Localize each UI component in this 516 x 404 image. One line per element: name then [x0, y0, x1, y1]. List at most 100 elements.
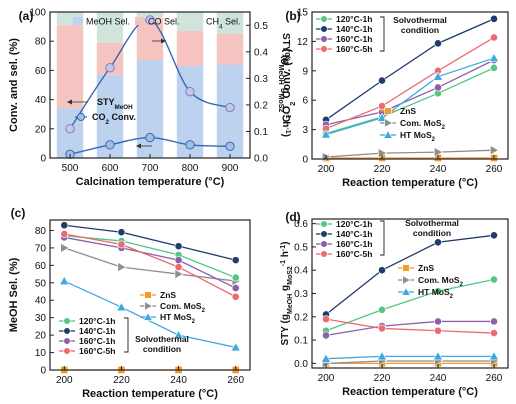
- series-line: [325, 355, 494, 360]
- x-tick-label: 900: [222, 163, 239, 174]
- y-tick-label: 0.5: [294, 242, 308, 253]
- legend-label: 140°C-1h: [336, 24, 372, 34]
- series-line: [325, 36, 495, 130]
- data-point: [322, 315, 330, 324]
- bar-co-sel: [176, 30, 204, 67]
- y-tick-label: 9: [302, 66, 308, 77]
- series-line: [64, 224, 236, 261]
- legend-marker: [320, 25, 328, 33]
- legend-label: 120°C-1h: [336, 219, 372, 229]
- plot-frame: [49, 219, 251, 371]
- data-point: [488, 52, 500, 62]
- legend-label: 140°C-1h: [336, 229, 372, 239]
- data-point: [174, 263, 183, 271]
- series-line: [325, 18, 495, 121]
- series-line: [64, 236, 236, 289]
- y-tick-label: 40: [35, 95, 47, 106]
- data-point: [60, 221, 69, 230]
- x-tick-label: 800: [182, 163, 199, 174]
- data-point: [490, 329, 498, 337]
- legend-label: 120°C-1h: [336, 14, 372, 24]
- data-point: [434, 83, 442, 92]
- data-point: [490, 231, 498, 240]
- y-tick-label: 0: [40, 366, 46, 377]
- legend-label: 160°C-5h: [336, 249, 372, 259]
- legend-label: HT MoS2: [160, 312, 196, 325]
- legend-note: Solvothermal: [405, 218, 459, 228]
- legend-marker: [384, 118, 393, 128]
- legend-label: 160°C-1h: [336, 239, 372, 249]
- series-line: [325, 234, 495, 315]
- legend-label: Com. MoS2: [160, 301, 206, 314]
- data-point: [174, 268, 184, 280]
- legend-label: ZnS: [400, 106, 416, 116]
- x-tick-label: 600: [102, 163, 119, 174]
- data-point: [490, 317, 498, 326]
- x-tick-label: 220: [113, 375, 130, 386]
- legend-label: 160°C-1h: [79, 336, 115, 346]
- x-axis-title: Calcination temperature (°C): [76, 176, 225, 188]
- legend-label: 160°C-1h: [336, 34, 372, 44]
- y-tick-label: 30: [35, 313, 47, 324]
- legend-bracket: [124, 317, 129, 353]
- y-tick-label: 0: [302, 155, 308, 166]
- data-point: [434, 317, 442, 326]
- y-tick-label: 0: [40, 154, 46, 165]
- data-point: [231, 273, 240, 282]
- sty-point: [185, 86, 195, 97]
- y-tick-label: 10: [35, 348, 47, 359]
- y-axis-title: CO2 Conv. (%): [281, 48, 297, 122]
- legend-marker: [320, 15, 328, 23]
- panel-d: 0.0 0.1 0.2 0.3 0.4 0.5 0.6 200 220 240 260 Reactio…: [280, 210, 509, 398]
- y-tick-label: 3: [302, 125, 308, 136]
- legend-marker: [320, 35, 328, 43]
- legend-marker: [63, 337, 71, 345]
- legend-marker: [384, 107, 392, 115]
- x-tick-label: 240: [430, 164, 447, 175]
- bar-ch4-sel: [136, 12, 164, 18]
- legend-label: CH4 Sel.: [206, 17, 241, 31]
- data-point: [378, 324, 386, 333]
- data-point: [230, 342, 241, 352]
- conv-legend-marker: [77, 113, 85, 121]
- data-point: [231, 292, 240, 301]
- data-point: [488, 351, 500, 361]
- legend-marker: [320, 240, 328, 248]
- legend-marker: [63, 327, 71, 335]
- x-tick-label: 240: [170, 375, 187, 386]
- legend-swatch: [193, 17, 203, 25]
- data-point: [59, 275, 70, 285]
- panel-label: (c): [11, 206, 26, 220]
- data-point: [376, 351, 388, 361]
- y-tick-label: 60: [35, 261, 47, 272]
- series-line: [325, 67, 495, 135]
- data-point: [490, 63, 498, 72]
- data-point: [320, 129, 332, 139]
- y-tick-label: 60: [35, 66, 47, 77]
- data-point: [434, 147, 444, 158]
- data-point: [231, 256, 240, 265]
- y-right-tick-label: 0.2: [254, 100, 268, 111]
- legend-label: 120°C-1h: [79, 316, 115, 326]
- x-tick-label: 500: [62, 163, 79, 174]
- legend-label: HT MoS2: [400, 130, 436, 143]
- y-tick-label: 0.0: [294, 359, 308, 370]
- y-tick-label: 80: [35, 226, 47, 237]
- y-axis-title: Conv. and sel. (%): [8, 38, 20, 132]
- legend-marker: [144, 301, 153, 311]
- x-tick-label: 220: [374, 164, 391, 175]
- data-point: [173, 329, 184, 340]
- sty-right-arrowhead: [161, 38, 166, 44]
- y-tick-label: 0.2: [294, 312, 308, 323]
- conv-point: [105, 140, 115, 150]
- data-point: [434, 326, 442, 335]
- conv-point: [225, 141, 235, 152]
- x-tick-label: 700: [142, 163, 159, 174]
- bar-meoh-sel: [136, 60, 164, 158]
- data-point: [490, 14, 498, 23]
- panel-label: (b): [285, 9, 300, 23]
- bar-ch4-sel: [176, 12, 204, 31]
- y-tick-label: 70: [35, 243, 47, 254]
- legend-marker: [383, 130, 393, 139]
